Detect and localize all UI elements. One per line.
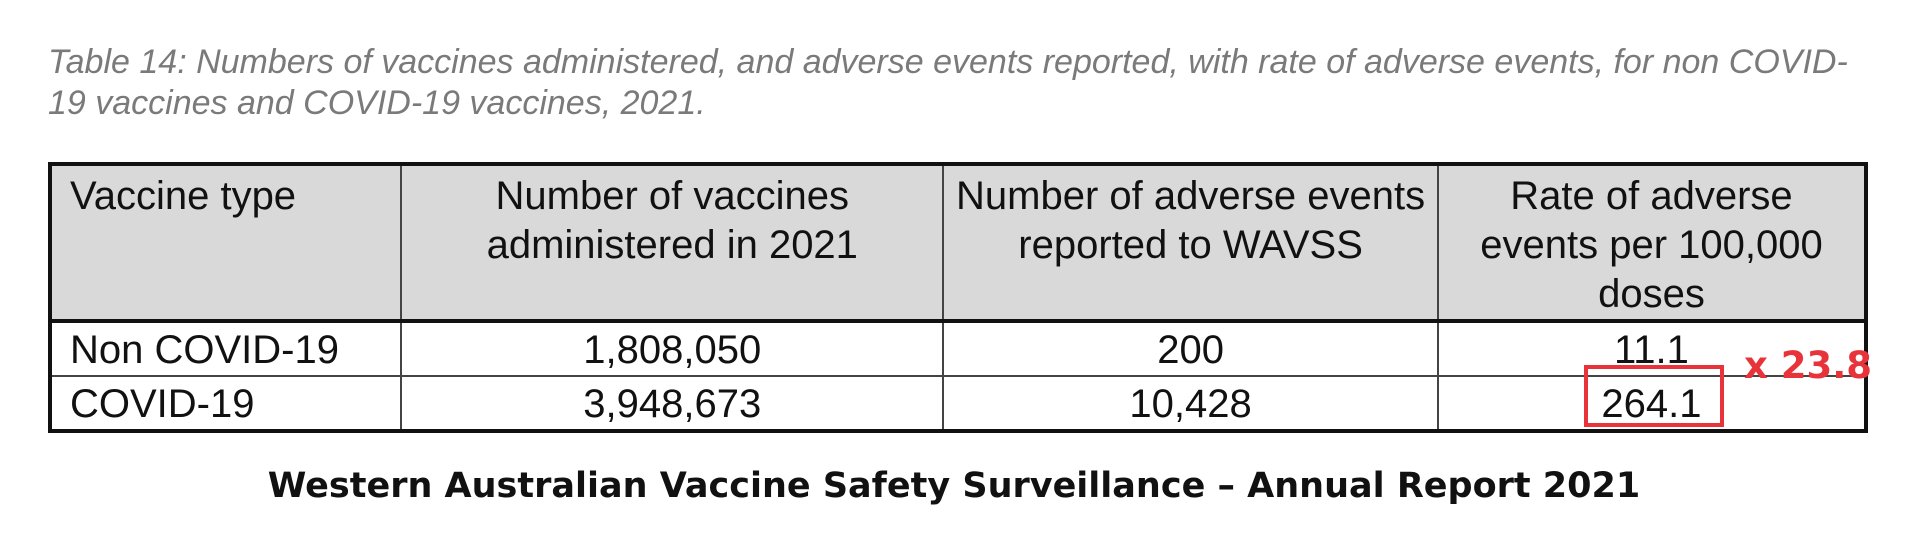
report-title: Western Australian Vaccine Safety Survei…	[267, 466, 1641, 506]
header-vaccines-administered: Number of vaccines administered in 2021	[400, 163, 945, 323]
multiplier-annotation: x 23.8	[1744, 344, 1873, 387]
table-row: COVID-19 3,948,673 10,428 264.1	[48, 375, 1868, 432]
row-non-covid-administered: 1,808,050	[400, 320, 945, 377]
row-covid-type: COVID-19	[48, 375, 403, 432]
row-covid-rate: 264.1	[1436, 375, 1868, 432]
highlight-box	[1584, 365, 1724, 427]
header-adverse-event-rate: Rate of adverse events per 100,000 doses	[1436, 163, 1868, 323]
row-non-covid-type: Non COVID-19	[48, 320, 403, 377]
table-header-row: Vaccine type Number of vaccines administ…	[48, 163, 1868, 323]
row-non-covid-adverse-events: 200	[942, 320, 1439, 377]
vaccine-adverse-events-table: Vaccine type Number of vaccines administ…	[48, 162, 1868, 433]
header-vaccine-type: Vaccine type	[48, 163, 403, 323]
row-covid-adverse-events: 10,428	[942, 375, 1439, 432]
table-caption: Table 14: Numbers of vaccines administer…	[48, 43, 1848, 122]
row-covid-administered: 3,948,673	[400, 375, 945, 432]
header-adverse-events: Number of adverse events reported to WAV…	[942, 163, 1439, 323]
table-row: Non COVID-19 1,808,050 200 11.1	[48, 320, 1868, 377]
